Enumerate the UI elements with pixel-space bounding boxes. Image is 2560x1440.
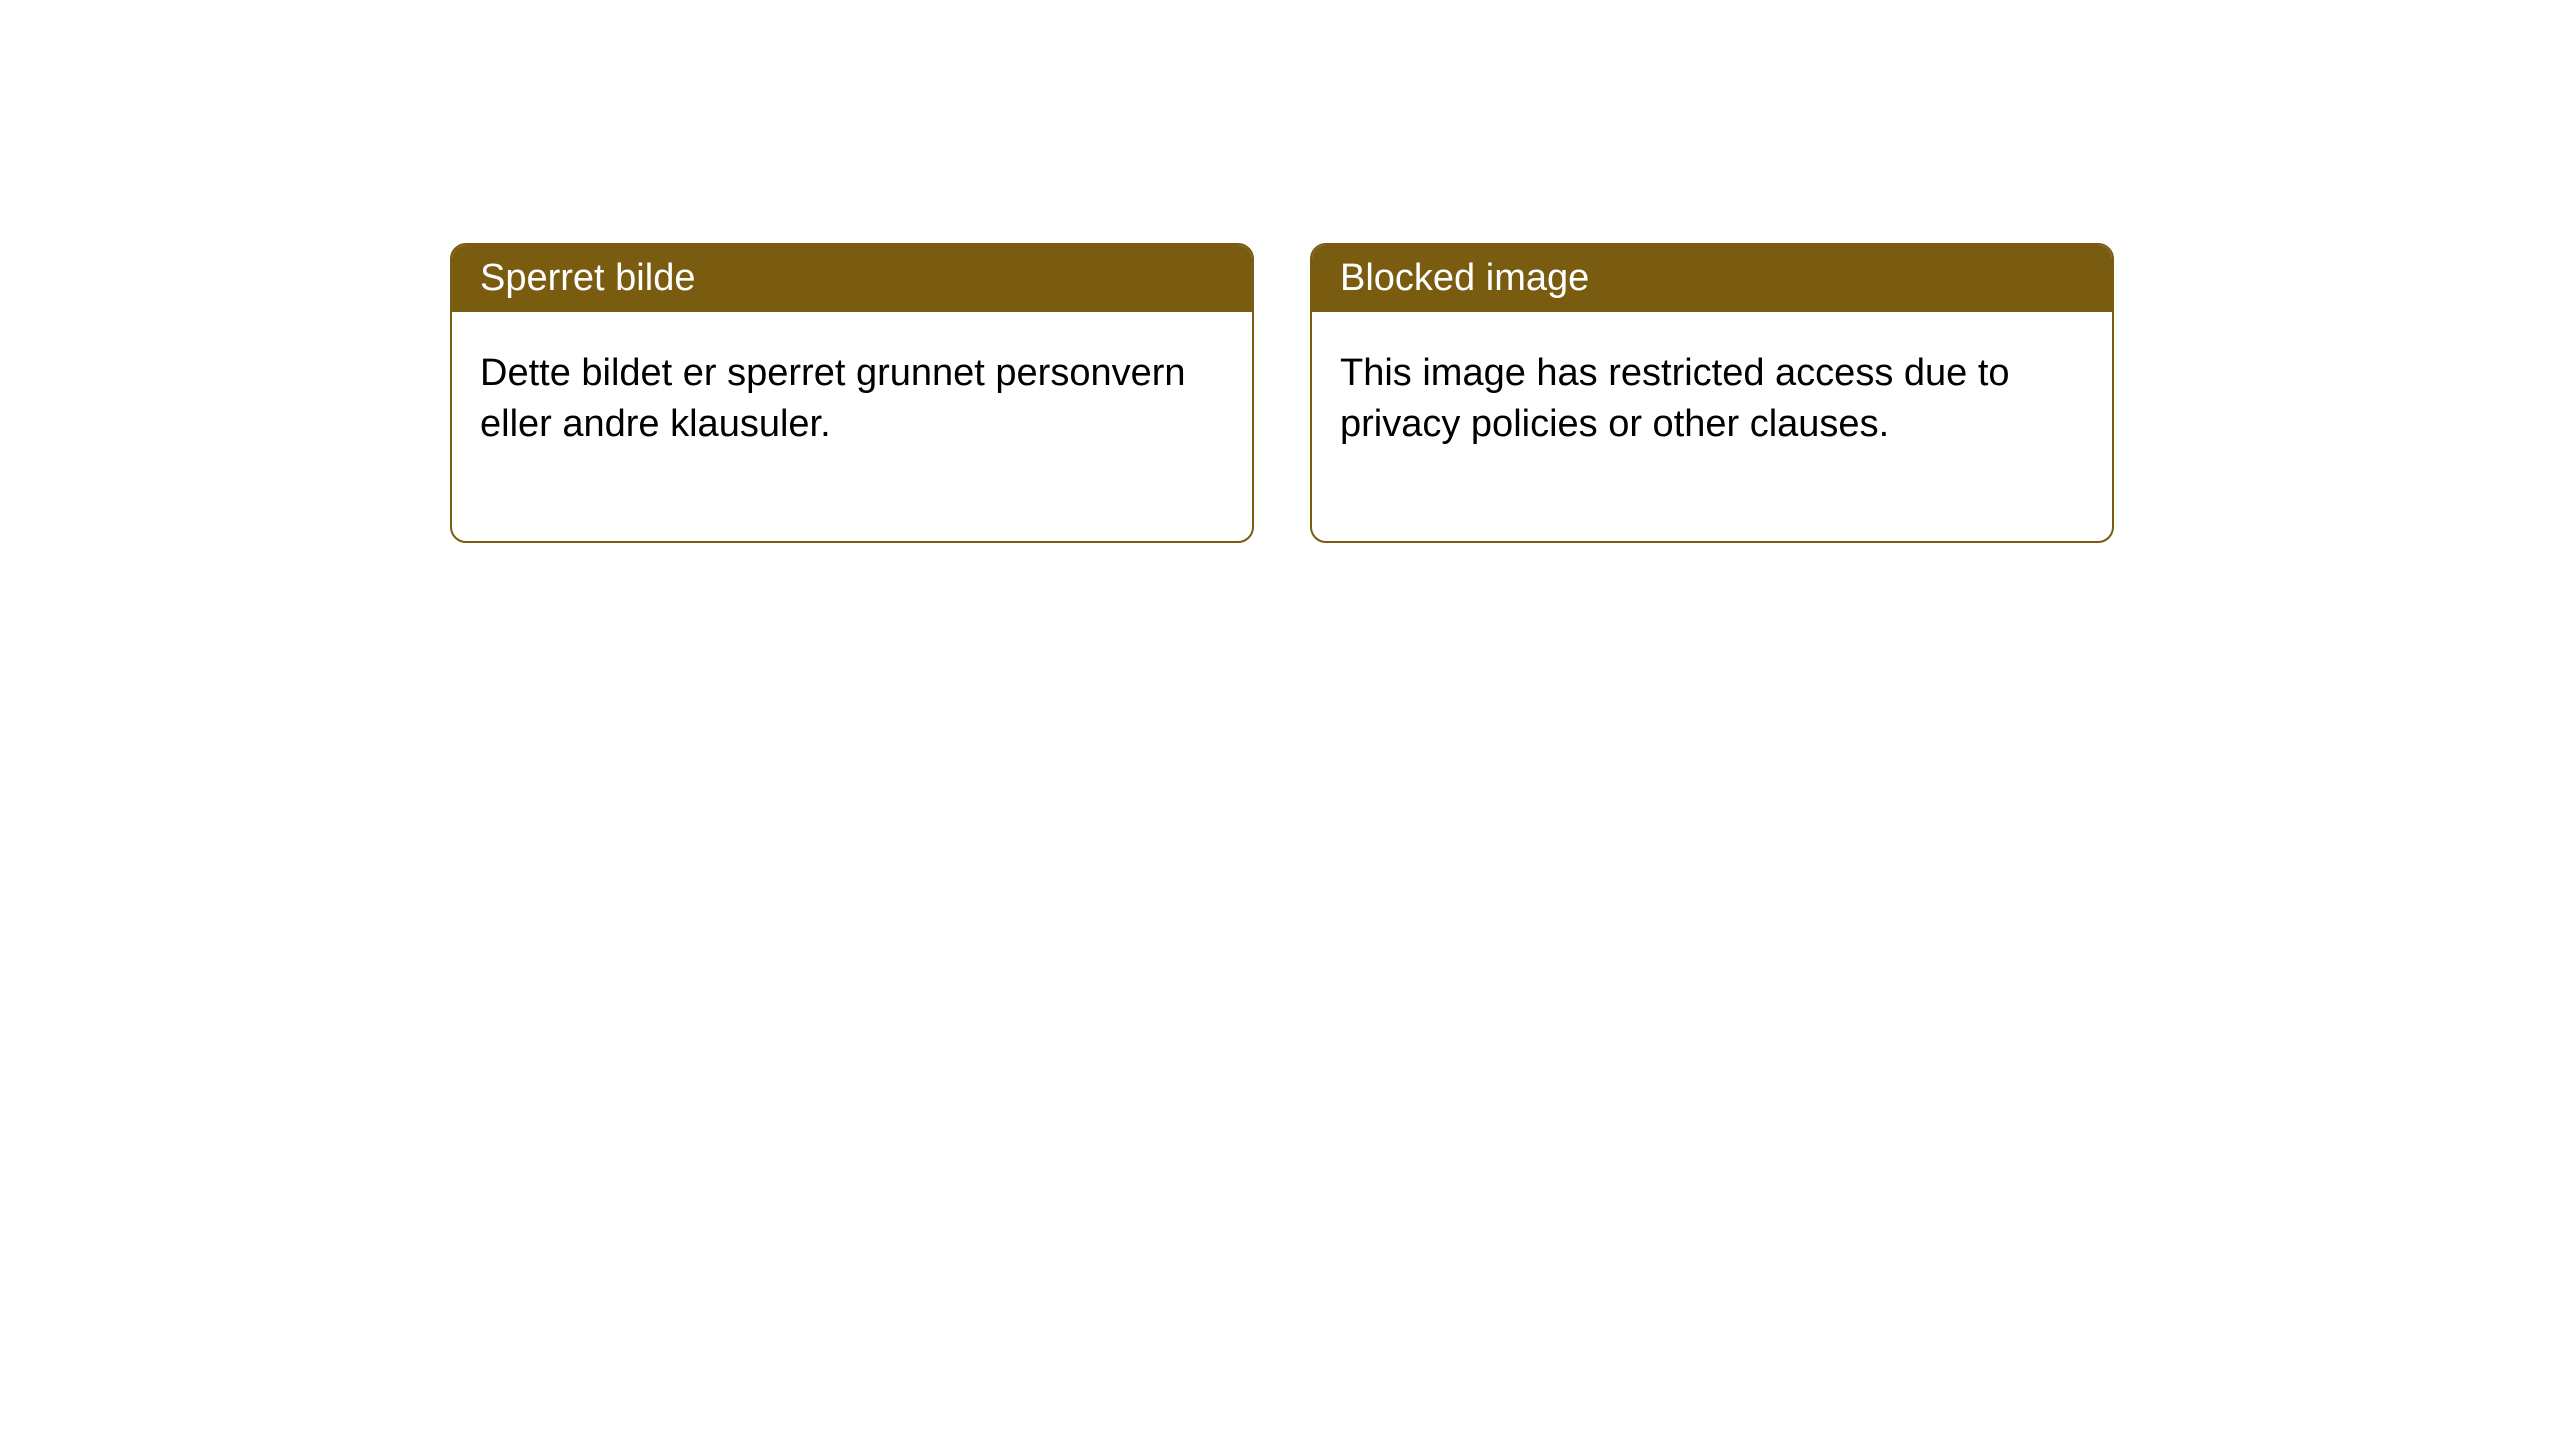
card-header: Sperret bilde [452, 245, 1252, 312]
card-title: Sperret bilde [480, 257, 695, 299]
blocked-image-card-english: Blocked image This image has restricted … [1310, 243, 2114, 543]
blocked-image-card-norwegian: Sperret bilde Dette bildet er sperret gr… [450, 243, 1254, 543]
card-header: Blocked image [1312, 245, 2112, 312]
card-body: Dette bildet er sperret grunnet personve… [452, 312, 1252, 541]
card-body-text: This image has restricted access due to … [1340, 352, 2010, 445]
card-container: Sperret bilde Dette bildet er sperret gr… [0, 0, 2560, 543]
card-body-text: Dette bildet er sperret grunnet personve… [480, 352, 1186, 445]
card-body: This image has restricted access due to … [1312, 312, 2112, 541]
card-title: Blocked image [1340, 257, 1589, 299]
